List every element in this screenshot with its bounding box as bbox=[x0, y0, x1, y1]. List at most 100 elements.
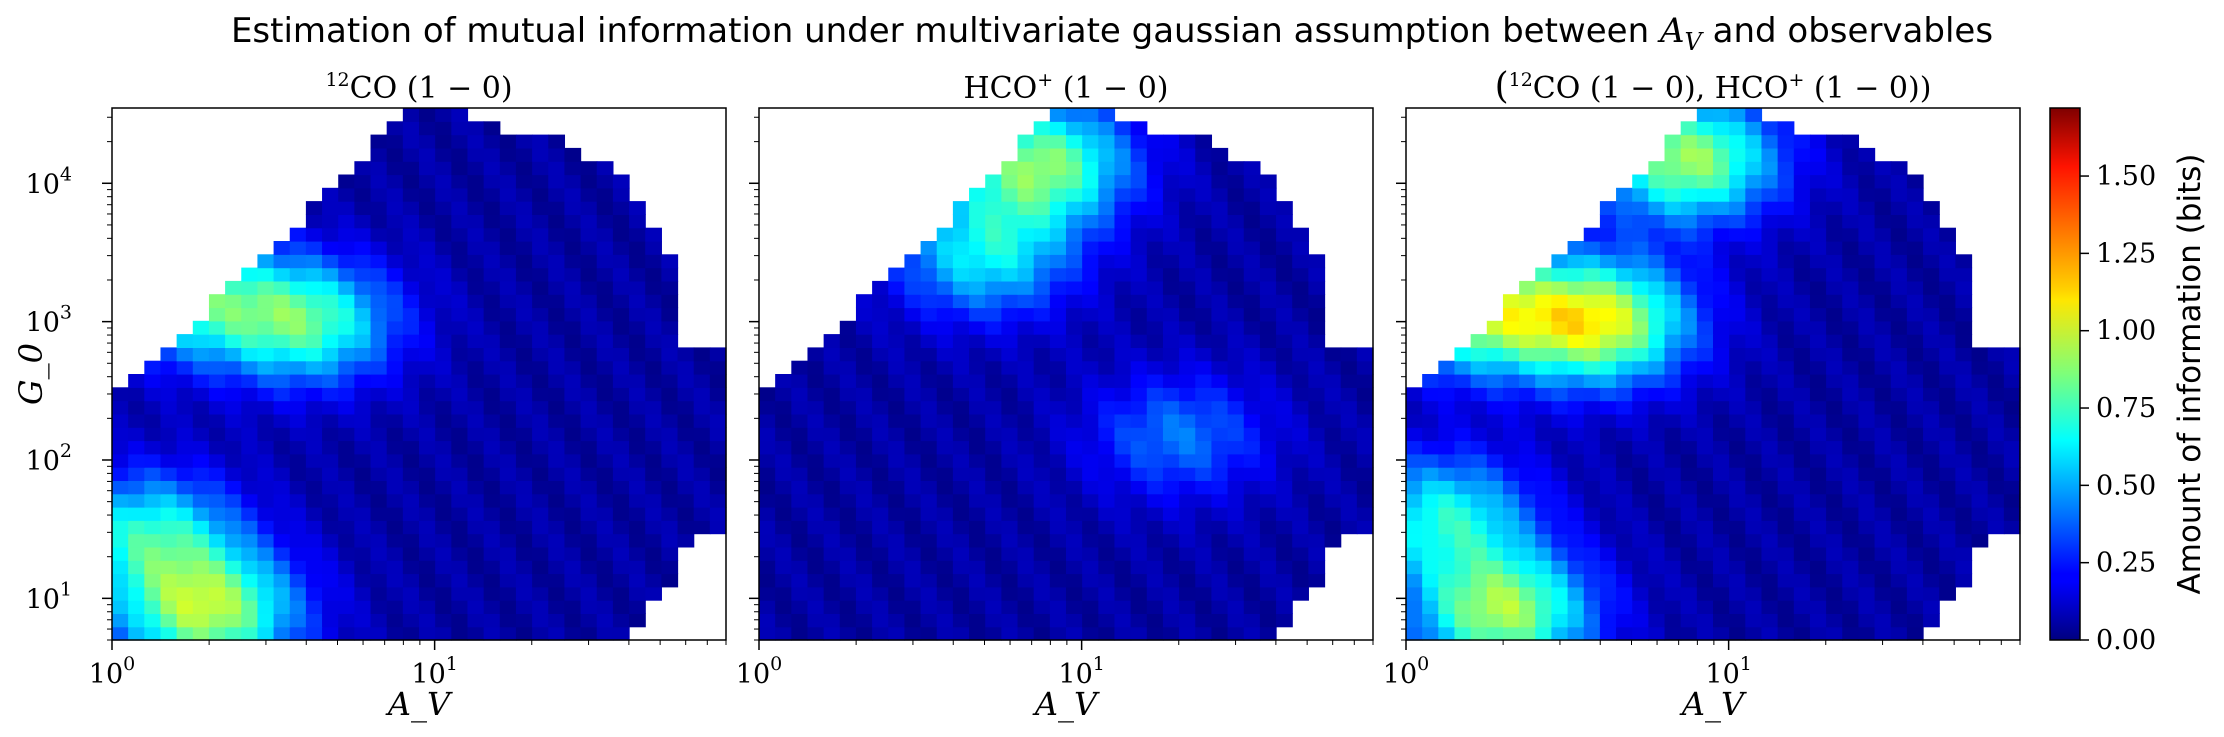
heatmap-cell bbox=[451, 493, 469, 508]
heatmap-cell bbox=[661, 307, 679, 322]
heatmap-cell bbox=[1713, 134, 1730, 149]
heatmap-cell bbox=[1793, 493, 1811, 508]
heatmap-cell bbox=[1114, 520, 1132, 535]
heatmap-cell bbox=[1729, 493, 1746, 508]
heatmap-cell bbox=[1130, 520, 1148, 535]
heatmap-cell bbox=[160, 613, 178, 628]
heatmap-cell bbox=[904, 600, 922, 614]
heatmap-cell bbox=[338, 427, 355, 442]
heatmap-cell bbox=[1648, 533, 1666, 548]
heatmap-cell bbox=[1583, 294, 1601, 309]
heatmap-cell bbox=[1826, 241, 1843, 255]
heatmap-cell bbox=[1195, 280, 1213, 295]
heatmap-cell bbox=[1259, 187, 1277, 202]
heatmap-cell bbox=[1858, 187, 1876, 202]
heatmap-cell bbox=[419, 560, 436, 575]
heatmap-cell bbox=[920, 413, 938, 428]
heatmap-cell bbox=[709, 493, 727, 508]
heatmap-cell bbox=[1745, 520, 1763, 535]
heatmap-cell bbox=[1632, 440, 1649, 455]
heatmap-cell bbox=[1162, 493, 1180, 508]
heatmap-cell bbox=[548, 134, 566, 149]
heatmap-cell bbox=[467, 214, 485, 229]
heatmap-cell bbox=[1761, 134, 1779, 149]
heatmap-cell bbox=[1761, 533, 1779, 548]
heatmap-cell bbox=[144, 573, 162, 588]
heatmap-cell bbox=[467, 201, 485, 215]
heatmap-cell bbox=[467, 134, 485, 149]
heatmap-cell bbox=[1502, 586, 1520, 601]
heatmap-cell bbox=[888, 347, 906, 362]
heatmap-cell bbox=[1793, 360, 1811, 375]
heatmap-cell bbox=[1680, 134, 1698, 149]
heatmap-cell bbox=[1259, 453, 1277, 468]
heatmap-cell bbox=[419, 600, 436, 614]
heatmap-cell bbox=[661, 520, 679, 535]
heatmap-cell bbox=[1162, 227, 1180, 242]
heatmap-cell bbox=[564, 440, 582, 455]
heatmap-cell bbox=[839, 480, 857, 495]
heatmap-cell bbox=[419, 187, 436, 202]
heatmap-cell bbox=[1696, 254, 1714, 269]
heatmap-cell bbox=[192, 467, 210, 481]
heatmap-cell bbox=[564, 387, 582, 402]
heatmap-cell bbox=[936, 600, 954, 614]
heatmap-cell bbox=[1923, 320, 1940, 335]
heatmap-cell bbox=[969, 400, 986, 415]
heatmap-cell bbox=[1664, 374, 1682, 388]
heatmap-cell bbox=[1276, 400, 1293, 415]
heatmap-cell bbox=[548, 227, 566, 242]
heatmap-cell bbox=[1664, 507, 1682, 521]
heatmap-cell bbox=[499, 347, 517, 362]
heatmap-cell bbox=[1729, 241, 1746, 255]
heatmap-cell bbox=[1599, 507, 1617, 521]
heatmap-cell bbox=[112, 480, 129, 495]
heatmap-cell bbox=[1632, 453, 1649, 468]
heatmap-cell bbox=[1745, 161, 1763, 176]
heatmap-cell bbox=[1874, 427, 1892, 442]
heatmap-cell bbox=[1616, 387, 1633, 402]
heatmap-cell bbox=[1227, 560, 1245, 575]
heatmap-cell bbox=[1696, 440, 1714, 455]
heatmap-cell bbox=[1098, 626, 1116, 641]
heatmap-cell bbox=[872, 520, 889, 535]
heatmap-cell bbox=[273, 427, 291, 442]
heatmap-cell bbox=[1858, 560, 1876, 575]
heatmap-cell bbox=[1551, 467, 1569, 481]
heatmap-cell bbox=[1955, 413, 1973, 428]
heatmap-cell bbox=[1793, 626, 1811, 641]
heatmap-cell bbox=[192, 387, 210, 402]
heatmap-cell bbox=[1632, 334, 1649, 348]
heatmap-cell bbox=[1890, 214, 1908, 229]
heatmap-cell bbox=[289, 520, 307, 535]
heatmap-cell bbox=[709, 400, 727, 415]
heatmap-cell bbox=[1793, 294, 1811, 309]
heatmap-cell bbox=[564, 214, 582, 229]
heatmap-cell bbox=[1066, 480, 1083, 495]
heatmap-cell bbox=[920, 427, 938, 442]
heatmap-cell bbox=[872, 560, 889, 575]
heatmap-cell bbox=[1066, 280, 1083, 295]
heatmap-cell bbox=[1179, 187, 1196, 202]
heatmap-cell bbox=[1664, 546, 1682, 561]
heatmap-cell bbox=[1599, 440, 1617, 455]
heatmap-cell bbox=[548, 520, 566, 535]
heatmap-cell bbox=[1292, 294, 1309, 309]
heatmap-cell bbox=[1211, 254, 1229, 269]
heatmap-cell bbox=[596, 241, 614, 255]
heatmap-cell bbox=[1535, 400, 1553, 415]
heatmap-cell bbox=[759, 573, 776, 588]
heatmap-cell bbox=[338, 400, 355, 415]
heatmap-cell bbox=[1632, 600, 1649, 614]
heatmap-cell bbox=[645, 387, 662, 402]
heatmap-cell bbox=[1308, 334, 1326, 348]
heatmap-cell bbox=[1017, 307, 1035, 322]
heatmap-cell bbox=[904, 427, 922, 442]
heatmap-cell bbox=[160, 507, 178, 521]
heatmap-cell bbox=[1502, 413, 1520, 428]
heatmap-cell bbox=[1826, 280, 1843, 295]
heatmap-cell bbox=[1243, 493, 1261, 508]
heatmap-cell bbox=[1033, 467, 1051, 481]
heatmap-cell bbox=[564, 254, 582, 269]
heatmap-cell bbox=[855, 493, 873, 508]
